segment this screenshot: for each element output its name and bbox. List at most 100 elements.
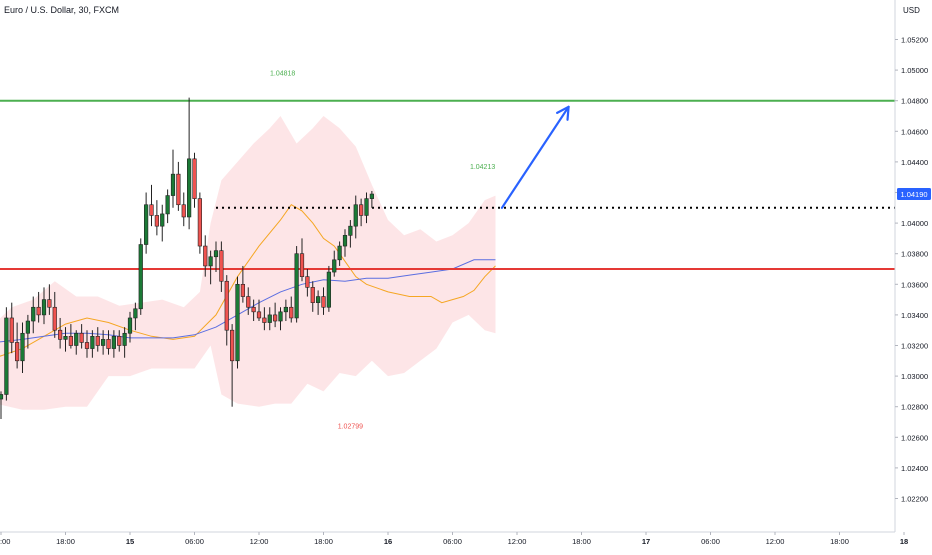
- candle-body: [197, 198, 202, 247]
- candle-body: [348, 225, 353, 236]
- candle-body: [160, 213, 165, 227]
- candle: [235, 276, 240, 369]
- price-tick-label: 1.04000: [901, 219, 928, 228]
- candle: [273, 302, 278, 328]
- ma-fast-line: [0, 204, 496, 357]
- candle-body: [0, 394, 4, 400]
- candle: [251, 299, 256, 322]
- candle: [289, 296, 294, 323]
- candle-body: [251, 306, 256, 313]
- candle: [187, 97, 192, 230]
- candle-body: [9, 317, 14, 343]
- time-axis: 12:00 18:00 15 06:00 12:00 18:00 16 06:00 12:00 1…: [0, 531, 908, 546]
- candle-body: [79, 332, 84, 343]
- candle-body: [4, 317, 9, 395]
- price-annotation: 1.04213: [470, 164, 495, 171]
- candle-body: [106, 339, 111, 349]
- time-tick-label: 18:00: [56, 537, 75, 546]
- time-tick-label: 06:00: [701, 537, 720, 546]
- candle: [283, 299, 288, 322]
- candle-body: [364, 198, 369, 216]
- candle: [149, 184, 154, 227]
- candle-body: [36, 306, 41, 316]
- candle: [321, 287, 326, 315]
- candle-body: [283, 306, 288, 313]
- time-tick-label: 15: [126, 537, 134, 546]
- candle-body: [316, 296, 321, 303]
- candle-body: [181, 204, 186, 218]
- candle-body: [101, 339, 106, 346]
- time-tick-label: 18:00: [314, 537, 333, 546]
- candle: [353, 195, 358, 239]
- candle: [165, 189, 170, 224]
- candle: [326, 265, 331, 312]
- candle: [63, 327, 68, 352]
- candle-body: [170, 173, 176, 196]
- time-tick-label: 06:00: [443, 537, 462, 546]
- candle-body: [84, 342, 90, 349]
- candle-body: [31, 306, 36, 322]
- candle: [133, 302, 138, 331]
- candle: [84, 330, 90, 358]
- candle: [122, 327, 127, 358]
- currency-label: USD: [903, 6, 920, 15]
- candle: [310, 281, 315, 312]
- candle-body: [111, 336, 116, 349]
- arrow-shaft: [500, 105, 570, 209]
- price-tick-label: 1.02200: [901, 495, 928, 504]
- candle: [203, 235, 208, 277]
- candle-body: [52, 306, 57, 331]
- current-price-badge: [897, 188, 931, 201]
- candle-body: [25, 320, 30, 334]
- candle: [181, 192, 186, 227]
- time-tick-label: 18: [900, 537, 908, 546]
- candle-body: [47, 299, 52, 308]
- candle: [127, 311, 133, 343]
- candle: [170, 149, 176, 208]
- time-tick-label: 12:00: [250, 537, 269, 546]
- candle: [246, 287, 251, 315]
- candle: [262, 307, 267, 331]
- candle: [101, 330, 106, 355]
- candle-body: [289, 306, 294, 319]
- candle-body: [219, 250, 224, 282]
- price-tick-label: 1.04600: [901, 127, 928, 136]
- candle: [15, 322, 20, 369]
- candle-body: [192, 158, 197, 199]
- candle: [369, 190, 374, 208]
- candle: [47, 284, 52, 315]
- candle: [305, 269, 310, 297]
- candle: [267, 307, 272, 331]
- candle-body: [20, 332, 25, 362]
- candle: [68, 324, 73, 349]
- candle-body: [15, 342, 20, 362]
- price-tick-label: 1.02400: [901, 464, 928, 473]
- candle: [160, 204, 165, 242]
- candle-body: [321, 296, 326, 308]
- candle: [0, 391, 4, 419]
- candle-body: [165, 195, 170, 215]
- candle: [25, 314, 30, 349]
- candle: [58, 317, 63, 349]
- time-tick-label: 06:00: [185, 537, 204, 546]
- chart-title: Euro / U.S. Dollar, 30, FXCM: [4, 5, 120, 15]
- candle-body: [359, 204, 364, 216]
- candle-body: [337, 245, 342, 261]
- candle: [117, 330, 122, 352]
- price-annotations: 1.04818 1.04213 1.02799: [270, 71, 495, 431]
- candle: [31, 296, 36, 334]
- candle: [213, 241, 219, 273]
- candle-body: [90, 336, 95, 349]
- candle: [74, 330, 79, 355]
- price-tick-label: 1.03600: [901, 280, 928, 289]
- time-tick-label: 12:00: [508, 537, 527, 546]
- candle-body: [122, 332, 127, 346]
- candle-body: [154, 215, 159, 227]
- candle-body: [58, 329, 63, 340]
- candle: [106, 330, 111, 355]
- candle-body: [117, 336, 122, 346]
- candle-body: [133, 308, 138, 319]
- time-tick-label: 18:00: [830, 537, 849, 546]
